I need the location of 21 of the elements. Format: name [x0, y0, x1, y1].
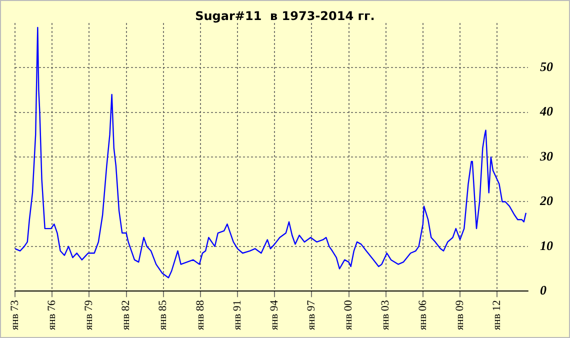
x-tick-label: янв 97 [306, 300, 318, 330]
x-tick-label: янв 06 [416, 300, 429, 330]
x-tick-label: янв 76 [46, 300, 58, 330]
x-tick-label: янв 85 [157, 300, 170, 330]
y-tick-label: 10 [540, 238, 554, 253]
x-tick-label: янв 09 [454, 300, 466, 330]
x-tick-label: янв 82 [120, 300, 132, 330]
x-tick-label: янв 03 [380, 300, 392, 330]
x-tick-label: янв 88 [194, 300, 206, 330]
x-tick-label: янв 73 [8, 300, 21, 330]
y-tick-label: 30 [539, 148, 554, 164]
y-tick-label: 20 [539, 193, 554, 208]
x-tick-label: янв 12 [490, 300, 503, 330]
y-tick-label: 50 [540, 59, 554, 74]
x-tick-label: янв 79 [83, 300, 96, 330]
x-tick-label: янв 00 [342, 300, 355, 330]
x-tick-label: янв 91 [231, 300, 244, 330]
y-tick-label: 40 [539, 104, 554, 119]
x-tick-label: янв 94 [268, 300, 280, 330]
y-tick-label: 0 [540, 282, 547, 298]
chart-title: Sugar#11 в 1973-2014 гг. [194, 9, 376, 23]
